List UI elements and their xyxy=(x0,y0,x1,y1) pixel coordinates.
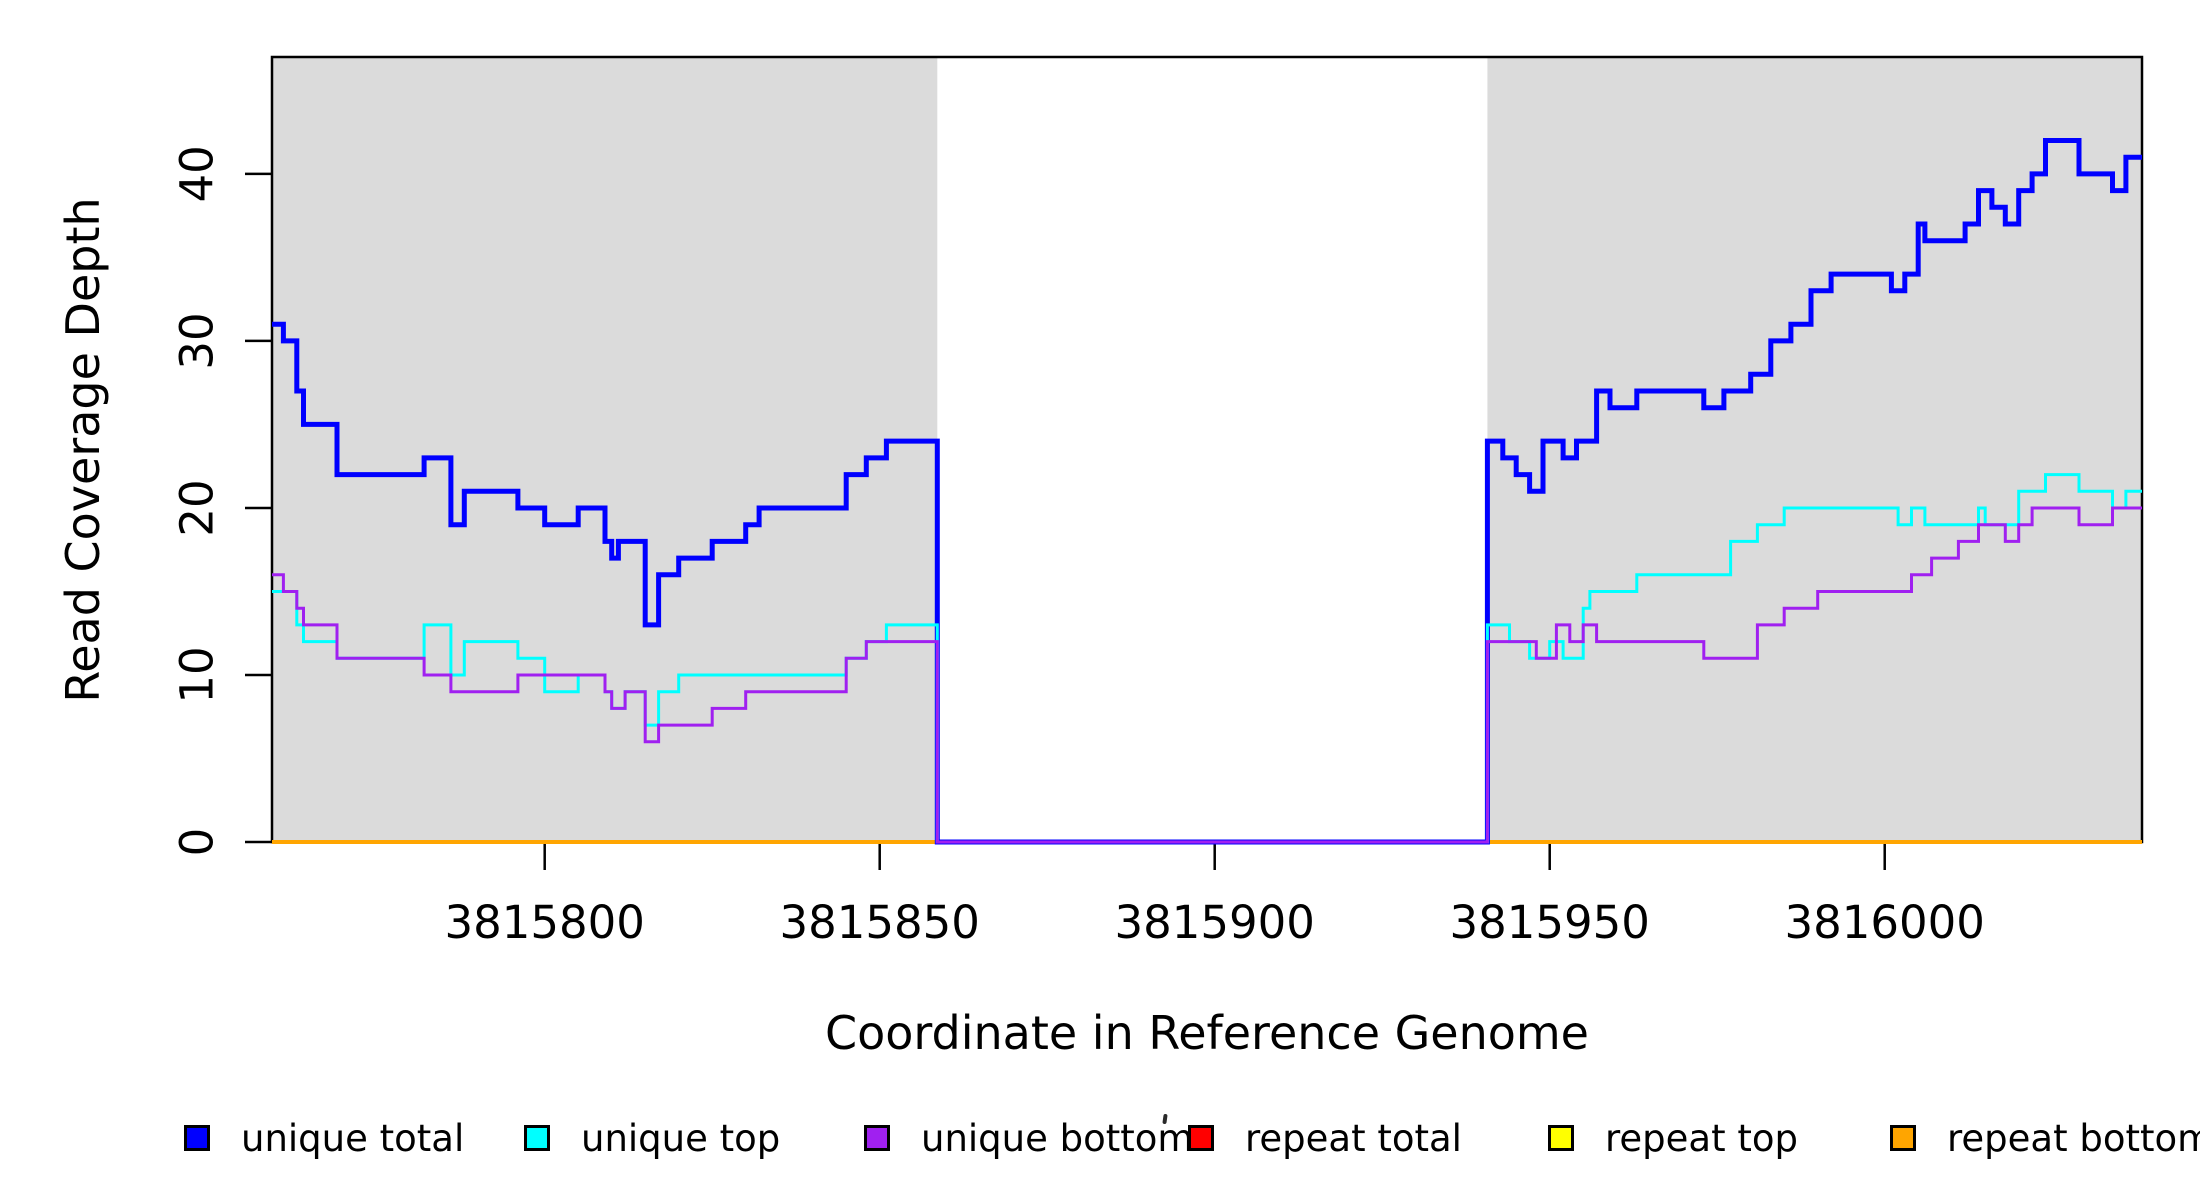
legend-item: repeat total xyxy=(1188,1116,1462,1160)
legend-item: unique bottom xyxy=(864,1116,1194,1160)
x-tick-label: 3815900 xyxy=(1114,896,1314,949)
y-tick-label: 0 xyxy=(171,828,224,857)
legend-item: unique total xyxy=(184,1116,465,1160)
y-tick-label: 20 xyxy=(171,479,224,536)
legend-swatch-icon xyxy=(864,1125,890,1151)
unique-top-line xyxy=(272,473,2142,844)
legend-swatch-icon xyxy=(1890,1125,1916,1151)
legend-swatch-icon xyxy=(1188,1125,1214,1151)
legend-item: repeat bottom xyxy=(1890,1116,2200,1160)
legend-item-label: unique total xyxy=(241,1116,465,1160)
legend-item-label: repeat top xyxy=(1605,1116,1798,1160)
x-axis-title: Coordinate in Reference Genome xyxy=(825,1006,1589,1060)
y-tick-label: 30 xyxy=(171,312,224,369)
legend-swatch-icon xyxy=(524,1125,550,1151)
unique-bottom-line xyxy=(272,506,2142,844)
unique-total-line xyxy=(272,138,2142,845)
legend-swatch-icon xyxy=(1548,1125,1574,1151)
legend-item-label: unique bottom xyxy=(921,1116,1194,1160)
legend-item-label: unique top xyxy=(581,1116,781,1160)
y-tick-label: 10 xyxy=(171,646,224,703)
x-tick-label: 3815800 xyxy=(444,896,644,949)
legend-item: repeat top xyxy=(1548,1116,1798,1160)
x-tick-label: 3816000 xyxy=(1785,896,1985,949)
legend-item-label: repeat total xyxy=(1245,1116,1462,1160)
legend-swatch-icon xyxy=(184,1125,210,1151)
y-tick-label: 40 xyxy=(171,145,224,202)
legend-item-label: repeat bottom xyxy=(1947,1116,2200,1160)
legend-item: unique top xyxy=(524,1116,781,1160)
x-tick-label: 3815850 xyxy=(779,896,979,949)
x-tick-label: 3815950 xyxy=(1449,896,1649,949)
y-axis-title: Read Coverage Depth xyxy=(56,197,110,703)
shaded-region xyxy=(272,57,938,842)
